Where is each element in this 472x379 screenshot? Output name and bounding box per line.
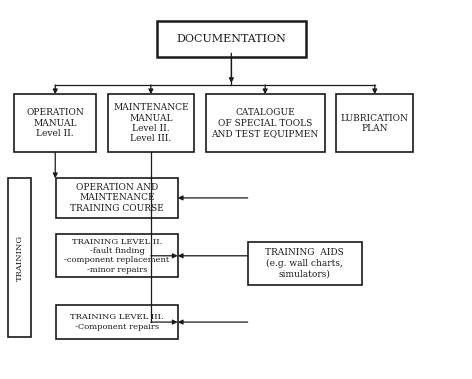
Text: TRAINING: TRAINING <box>16 235 24 281</box>
Text: OPERATION
MANUAL
Level II.: OPERATION MANUAL Level II. <box>26 108 84 138</box>
Text: CATALOGUE
OF SPECIAL TOOLS
AND TEST EQUIPMEN: CATALOGUE OF SPECIAL TOOLS AND TEST EQUI… <box>211 108 319 138</box>
FancyBboxPatch shape <box>57 178 177 218</box>
FancyBboxPatch shape <box>57 234 177 277</box>
Text: DOCUMENTATION: DOCUMENTATION <box>177 34 287 44</box>
FancyBboxPatch shape <box>8 178 31 337</box>
FancyBboxPatch shape <box>336 94 413 152</box>
Text: OPERATION AND
MAINTENANCE
TRAINING COURSE: OPERATION AND MAINTENANCE TRAINING COURS… <box>70 183 164 213</box>
FancyBboxPatch shape <box>248 242 362 285</box>
Text: TRAINING LEVEL III.
-Component repairs: TRAINING LEVEL III. -Component repairs <box>70 313 164 330</box>
FancyBboxPatch shape <box>206 94 325 152</box>
Text: TRAINING LEVEL II.
-fault finding
-component replacement
-minor repairs: TRAINING LEVEL II. -fault finding -compo… <box>65 238 169 274</box>
Text: TRAINING  AIDS
(e.g. wall charts,
simulators): TRAINING AIDS (e.g. wall charts, simulat… <box>265 248 344 278</box>
FancyBboxPatch shape <box>157 22 306 57</box>
Text: LUBRICATION
PLAN: LUBRICATION PLAN <box>341 114 409 133</box>
Text: MAINTENANCE
MANUAL
Level II.
Level III.: MAINTENANCE MANUAL Level II. Level III. <box>113 103 189 143</box>
FancyBboxPatch shape <box>108 94 194 152</box>
FancyBboxPatch shape <box>15 94 96 152</box>
FancyBboxPatch shape <box>57 305 177 339</box>
